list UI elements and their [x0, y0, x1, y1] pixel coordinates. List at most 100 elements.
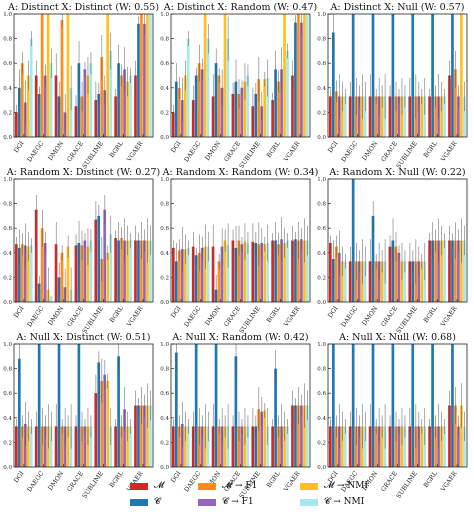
- bar-c: [194, 255, 198, 302]
- bar-c-nmi: [343, 261, 347, 302]
- bar-m: [191, 246, 195, 302]
- bar-m: [191, 426, 195, 467]
- bar-m-nmi: [46, 14, 50, 137]
- y-tick-label: 1.0: [160, 177, 169, 183]
- bar-m-f1: [60, 20, 64, 137]
- bar-m-nmi: [420, 261, 424, 302]
- bar-m: [231, 240, 235, 302]
- bar-m: [291, 75, 294, 137]
- subplot-6: A: Random X: Null (W: 0.22) 0.0 0.2 0.4 0.6 0…: [317, 167, 468, 335]
- bar-m-nmi: [146, 405, 149, 467]
- bar-m: [271, 426, 274, 467]
- bar-c-f1: [300, 22, 303, 137]
- subplot-title: A: Random X: Random (W: 0.34): [162, 167, 319, 178]
- bar-m-f1: [177, 87, 181, 137]
- bar-c: [137, 405, 140, 467]
- legend-swatch-m-f1: [198, 482, 216, 490]
- x-tick-label: DAEGC: [340, 305, 359, 329]
- bar-c-f1: [417, 261, 421, 302]
- bar-c-nmi: [423, 426, 426, 467]
- bar-m: [171, 247, 175, 302]
- x-tick-label: DGI: [170, 140, 183, 155]
- bar-c-nmi: [246, 242, 250, 302]
- bar-m-f1: [257, 79, 261, 137]
- y-tick-label: 0.0: [3, 135, 12, 141]
- bar-c-nmi: [463, 96, 466, 137]
- bar-c: [331, 344, 335, 467]
- bar-m-f1: [100, 380, 104, 467]
- bar-c: [331, 32, 335, 138]
- y-tick-label: 0.8: [317, 367, 326, 373]
- bar-c-f1: [103, 374, 107, 467]
- bar-c: [274, 240, 277, 302]
- y-tick-label: 0.8: [160, 367, 169, 373]
- y-tick-label: 0.2: [160, 275, 169, 281]
- bar-c-nmi: [286, 50, 289, 137]
- bar-m-f1: [394, 426, 398, 467]
- bar-m: [388, 426, 392, 467]
- y-tick-label: 0.2: [160, 440, 169, 446]
- y-tick-label: 0.4: [160, 86, 169, 92]
- bar-m-nmi: [420, 96, 424, 137]
- bar-c: [391, 240, 395, 302]
- bar-m-f1: [454, 405, 457, 467]
- x-tick-label: GRACE: [66, 470, 85, 494]
- legend-item-c-f1: 𝓒 → F1: [198, 496, 254, 508]
- subplot-title: A: Distinct X: Random (W: 0.47): [163, 2, 317, 13]
- bar-m-nmi: [66, 14, 70, 137]
- bar-m-nmi: [66, 246, 70, 302]
- bar-c: [371, 14, 375, 137]
- x-tick-label: DGI: [13, 305, 26, 320]
- subplot-5: A: Random X: Random (W: 0.34) 0.0 0.2 0.4 0.…: [160, 167, 318, 335]
- bar-m: [271, 240, 274, 302]
- y-tick-label: 0.6: [3, 226, 12, 232]
- bar-c-f1: [220, 426, 224, 467]
- bar-m-f1: [374, 96, 378, 137]
- bar-c-nmi: [266, 77, 269, 137]
- bar-c-nmi: [109, 50, 112, 137]
- bar-m: [251, 426, 255, 467]
- y-tick-label: 0.0: [160, 135, 169, 141]
- bar-c: [77, 63, 81, 138]
- x-tick-label: GRACE: [223, 305, 242, 329]
- bar-m-f1: [20, 63, 24, 138]
- legend-swatch-m-nmi: [300, 482, 318, 490]
- bar-m: [271, 100, 274, 137]
- bar-c-nmi: [149, 405, 152, 467]
- bar-m-f1: [334, 246, 338, 302]
- bar-m-nmi: [263, 79, 267, 137]
- y-tick-label: 0.2: [3, 440, 12, 446]
- bar-m: [348, 426, 352, 467]
- bar-c-nmi: [109, 234, 112, 302]
- bar-m-nmi: [203, 246, 207, 302]
- legend-item-m-f1: 𝓜 → F1: [198, 480, 257, 492]
- y-tick-label: 1.0: [3, 12, 12, 18]
- bar-c-nmi: [363, 261, 367, 302]
- bar-c-nmi: [403, 96, 407, 137]
- x-tick-label: VGAER: [439, 140, 459, 164]
- bar-c: [234, 356, 238, 467]
- bar-m-f1: [60, 426, 64, 467]
- bar-c-f1: [83, 240, 87, 302]
- legend-label-m-nmi: 𝓜 → NMI: [324, 481, 368, 491]
- bar-m: [134, 75, 137, 137]
- bar-c-f1: [300, 405, 303, 467]
- bar-m-f1: [277, 244, 280, 302]
- bar-c-nmi: [286, 426, 289, 467]
- bar-c-nmi: [186, 426, 190, 467]
- x-tick-label: VGAER: [282, 305, 302, 329]
- bar-c-f1: [180, 249, 184, 302]
- bar-m-f1: [394, 246, 398, 302]
- y-tick-label: 0.0: [160, 465, 169, 471]
- bar-m: [54, 244, 58, 302]
- y-tick-label: 1.0: [160, 12, 169, 18]
- bar-m: [388, 96, 392, 137]
- bar-c-f1: [103, 90, 107, 137]
- bar-c: [431, 240, 434, 302]
- bar-c-nmi: [463, 240, 466, 302]
- bar-c-nmi: [49, 426, 53, 467]
- bar-m-nmi: [400, 96, 404, 137]
- bar-m-nmi: [86, 426, 90, 467]
- bar-m-nmi: [440, 426, 443, 467]
- bar-m: [328, 426, 332, 467]
